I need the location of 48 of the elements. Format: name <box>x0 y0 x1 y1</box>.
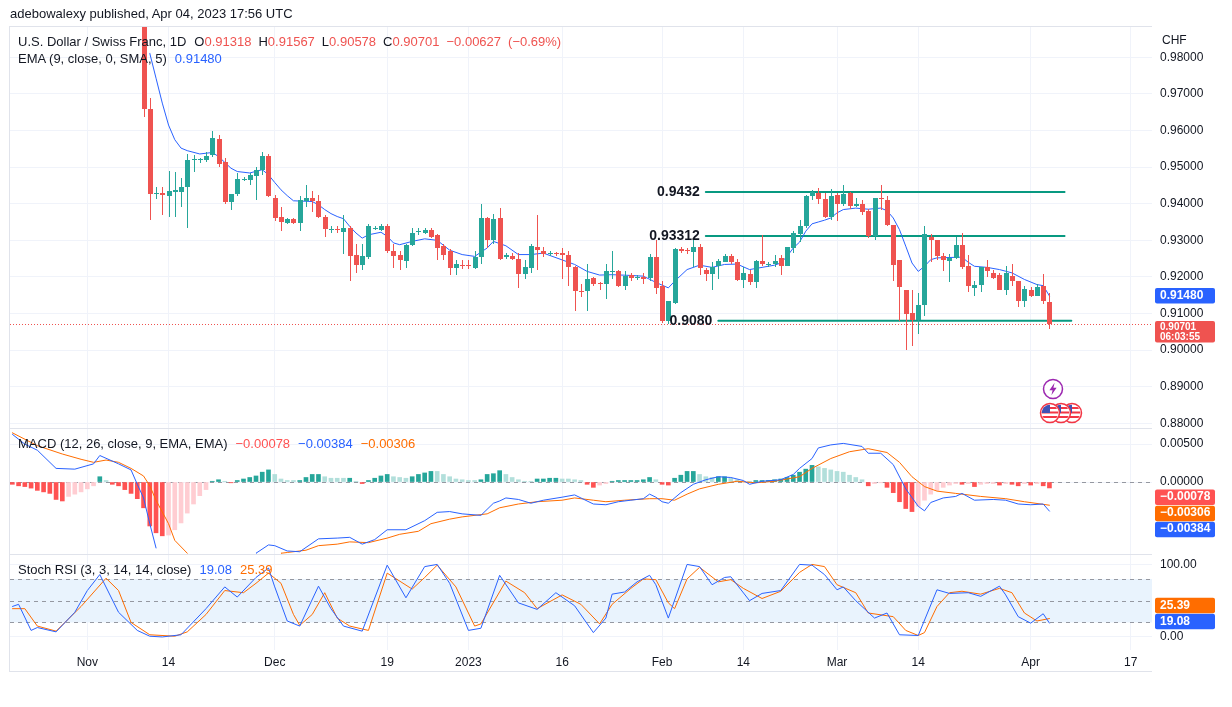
y-tick-label: 0.88000 <box>1160 415 1204 430</box>
text: Stoch RSI (3, 3, 14, 14, close) <box>18 561 192 578</box>
annotation: −0.00078 <box>235 435 291 452</box>
y-tick-label: 0.89000 <box>1160 378 1204 393</box>
text: 0.91480 <box>1160 287 1204 302</box>
annotation: 19.08 <box>199 561 232 578</box>
annotation: 0.91480 <box>174 50 222 67</box>
series-label: 0.93312 <box>649 226 701 243</box>
y-tick-label: 0.00000 <box>1160 474 1204 489</box>
x-tick-label: Mar <box>826 654 848 669</box>
x-tick-label: Apr <box>1021 654 1041 669</box>
text: −0.00078 <box>1160 489 1211 504</box>
y-tick-label: 100.00 <box>1160 556 1198 571</box>
y-tick-label: 0.97000 <box>1160 86 1204 101</box>
y-tick-label: 0.94000 <box>1160 196 1204 211</box>
text: 19.08 <box>1160 613 1191 628</box>
y-tick-label: 0.95000 <box>1160 159 1204 174</box>
y-tick-label: 0.00500 <box>1160 436 1204 451</box>
annotation: −0.00306 <box>360 435 416 452</box>
text: O0.91318 H0.91567 L0.90578 C0.90701 −0.00627 (−0.69%) <box>194 34 562 49</box>
x-tick-label: Feb <box>651 654 673 669</box>
text: 06:03:55 <box>1160 330 1201 342</box>
y-tick-label: 0.93000 <box>1160 232 1204 247</box>
x-tick-label: Nov <box>76 654 98 669</box>
x-tick-label: 14 <box>161 654 176 669</box>
ref-line-label: 0.90701 <box>1160 320 1197 332</box>
text: −0.00306 <box>1160 505 1211 520</box>
text: −0.00384 <box>1160 521 1211 536</box>
y-tick-label: 0.96000 <box>1160 122 1204 137</box>
y-tick-label: 0.91000 <box>1160 305 1204 320</box>
y-tick-label: 0.90000 <box>1160 342 1204 357</box>
text: 25.39 <box>1160 597 1191 612</box>
annotation: −0.00384 <box>298 435 353 452</box>
x-tick-label: 16 <box>555 654 570 669</box>
x-tick-label: 14 <box>911 654 926 669</box>
y-tick-label: 0.98000 <box>1160 49 1204 64</box>
x-tick-label: 17 <box>1123 654 1138 669</box>
y-axis-title: CHF <box>1162 33 1187 47</box>
y-tick-label: 0.92000 <box>1160 269 1204 284</box>
chart-subtitle: adebowalexy published, Apr 04, 2023 17:56 UTC <box>10 6 293 21</box>
x-tick-label: 19 <box>380 654 395 669</box>
y-tick-label: 0.00 <box>1160 629 1184 644</box>
x-tick-label: 2023 <box>455 654 483 669</box>
x-tick-label: Dec <box>264 654 286 669</box>
series-label: 0.9432 <box>656 182 701 199</box>
x-tick-label: 14 <box>736 654 751 669</box>
annotation: 25.39 <box>239 561 273 578</box>
series-label: 0.9080 <box>669 311 713 328</box>
